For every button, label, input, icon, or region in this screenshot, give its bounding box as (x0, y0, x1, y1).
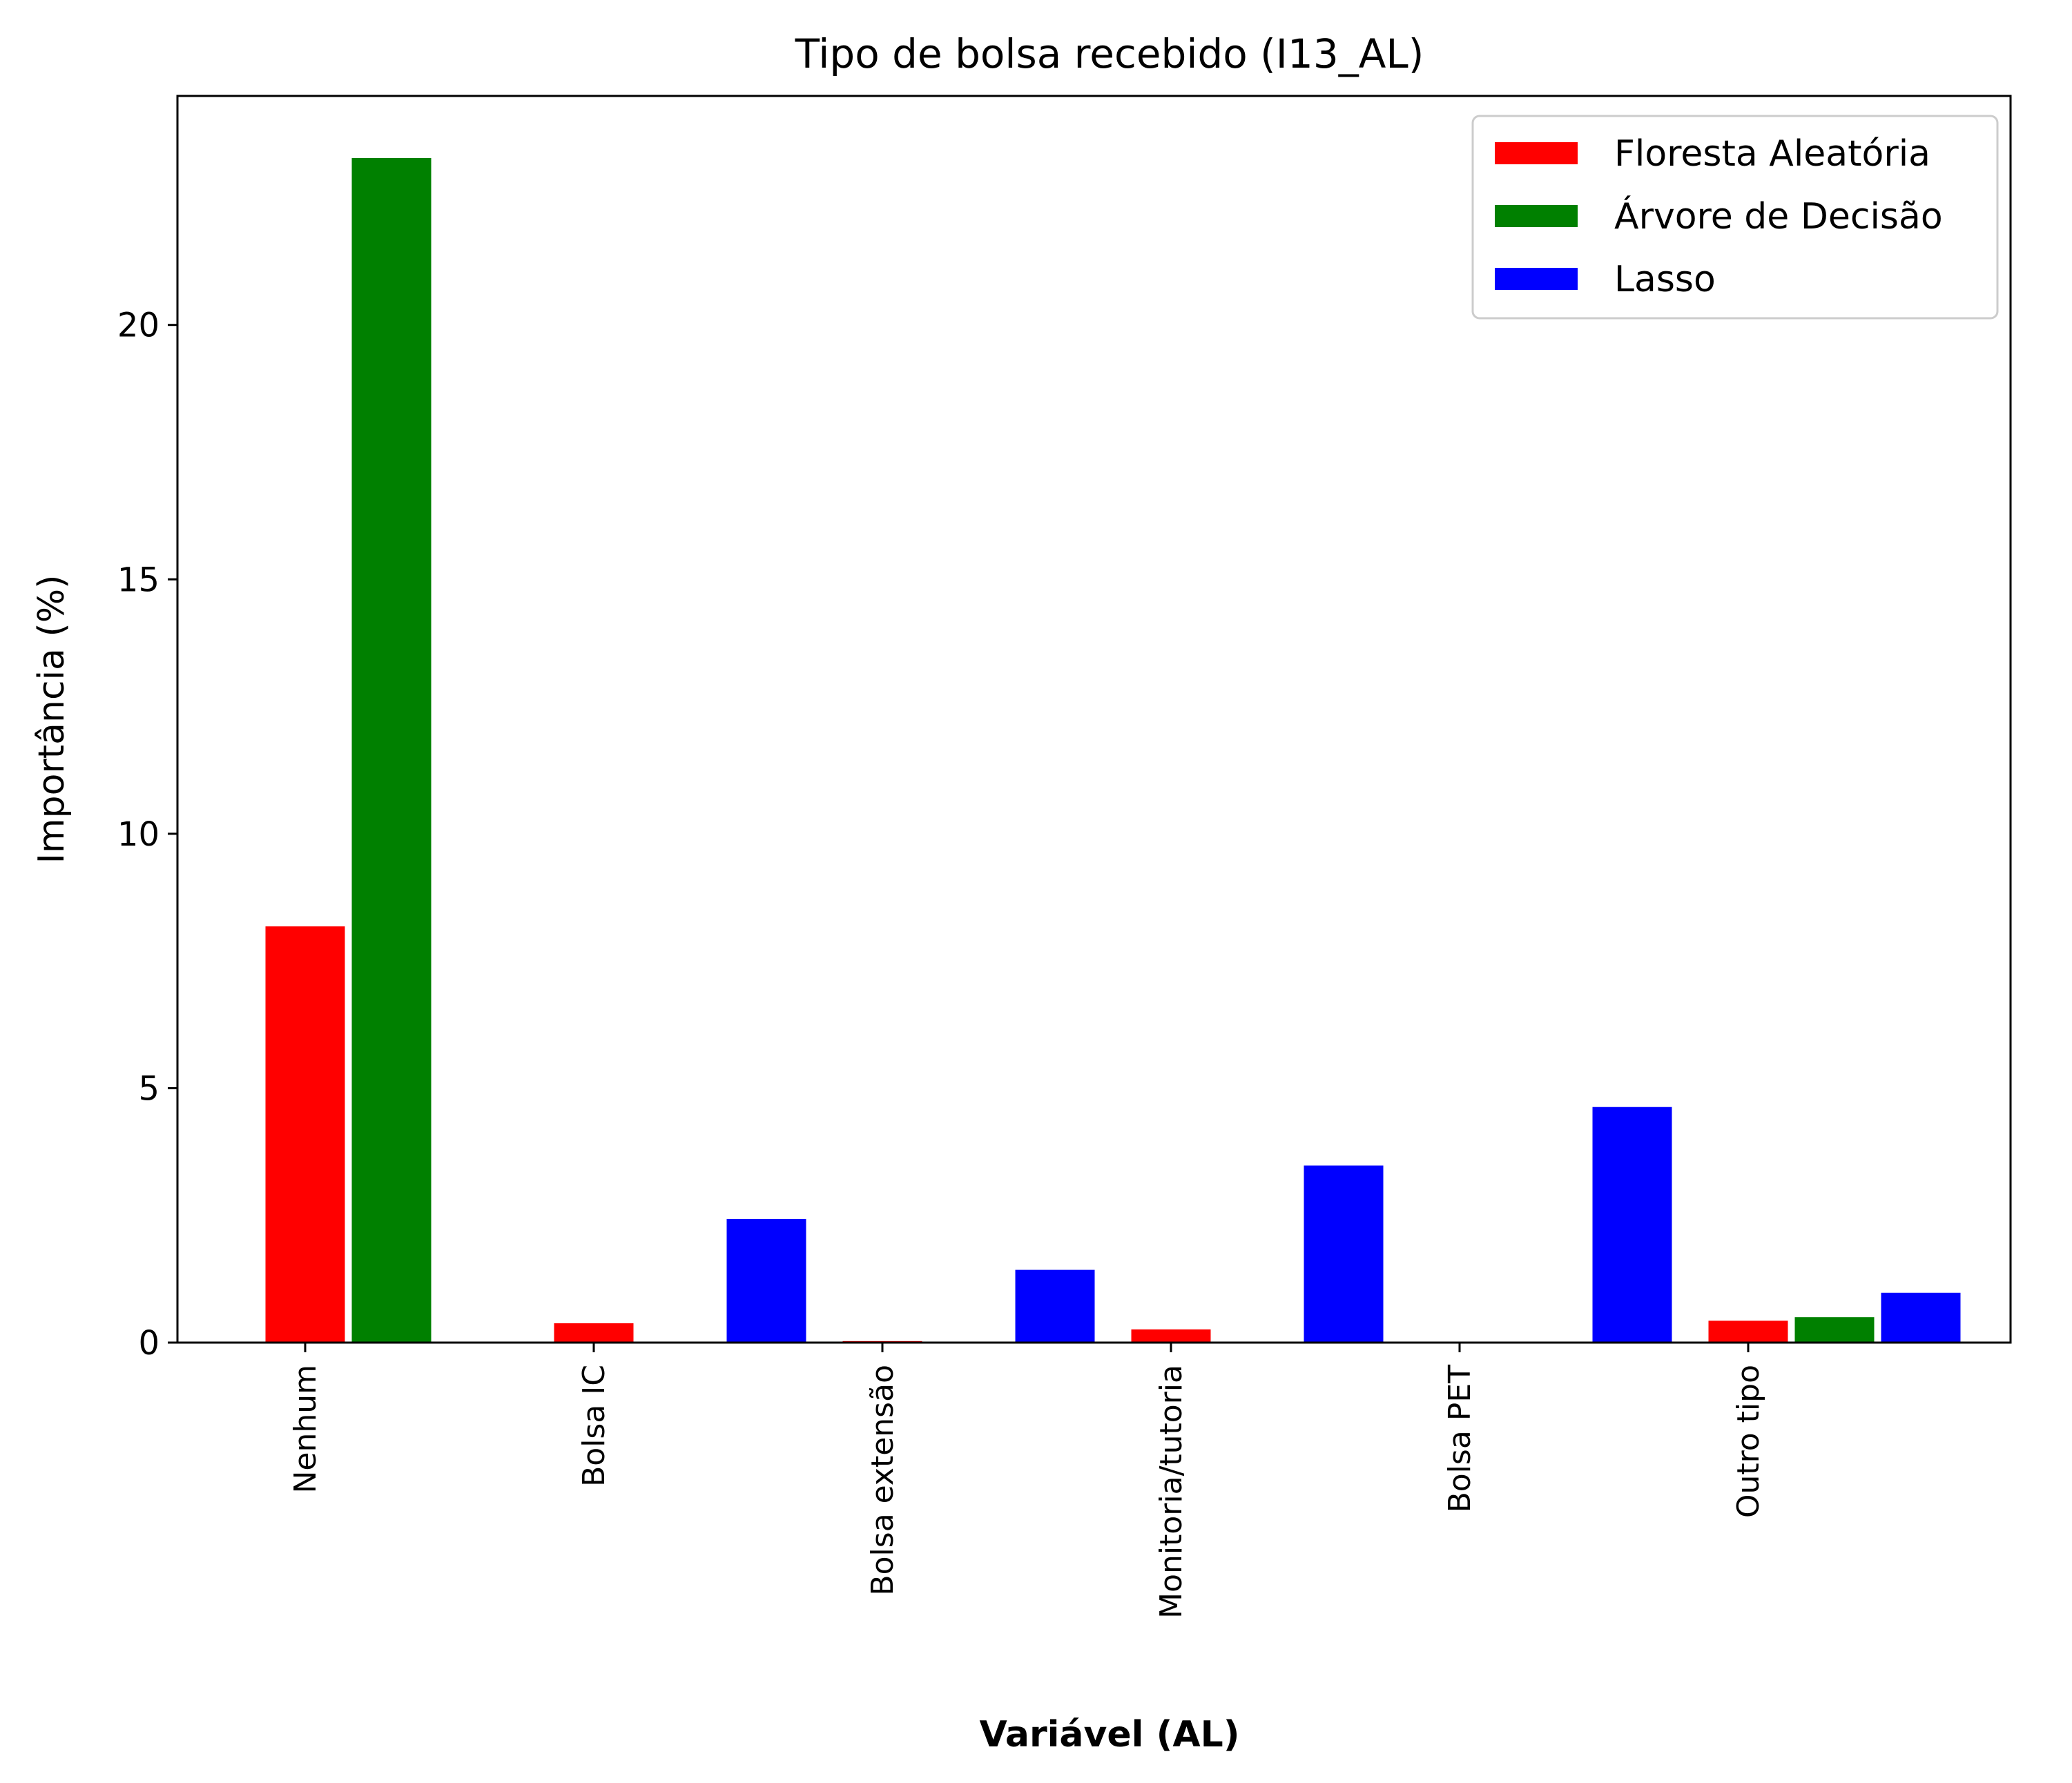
bar-0-1 (552, 1321, 636, 1344)
bar-1-5 (1792, 1315, 1877, 1344)
y-tick-label: 20 (117, 306, 159, 345)
y-axis-ticks: 0 5 10 15 20 (117, 306, 177, 1363)
x-tick-label: Bolsa PET (1442, 1365, 1478, 1513)
legend-frame (1471, 115, 1999, 320)
bar-0-5 (1706, 1318, 1790, 1344)
y-axis-label: Importância (%) (31, 575, 72, 864)
bar-2-4 (1590, 1104, 1674, 1344)
x-tick-label: Monitoria/tutoria (1154, 1365, 1189, 1619)
plot-frame (176, 95, 2012, 1344)
x-tick-label: Bolsa extensão (865, 1365, 900, 1596)
x-tick-label: Bolsa IC (577, 1365, 612, 1487)
legend-label: Árvore de Decisão (1614, 195, 1943, 237)
bar-2-1 (724, 1216, 809, 1344)
legend-swatch (1495, 268, 1578, 290)
legend-label: Lasso (1614, 259, 1716, 300)
bar-0-3 (1129, 1327, 1213, 1344)
bar-0-0 (263, 924, 347, 1344)
chart-title: Tipo de bolsa recebido (I13_AL) (795, 30, 1424, 77)
y-tick-label: 15 (117, 561, 159, 599)
y-tick-label: 10 (117, 815, 159, 854)
bar-2-5 (1879, 1290, 1963, 1344)
bar-1-0 (349, 155, 434, 1344)
legend-swatch (1495, 205, 1578, 227)
bar-2-2 (1013, 1267, 1097, 1344)
x-axis-label: Variável (AL) (979, 1714, 1239, 1755)
x-tick-label: Nenhum (288, 1365, 323, 1494)
legend: Floresta Aleatória Árvore de Decisão Lasso (1471, 115, 1999, 320)
legend-swatch (1495, 142, 1578, 164)
x-axis-ticks: Nenhum Bolsa IC Bolsa extensão Monitoria/tu… (288, 1343, 1766, 1619)
legend-label: Floresta Aleatória (1614, 133, 1930, 175)
bar-2-3 (1301, 1163, 1386, 1344)
x-tick-label: Outro tipo (1731, 1365, 1766, 1518)
bars-group (263, 155, 1963, 1344)
y-tick-label: 5 (138, 1069, 159, 1108)
y-tick-label: 0 (138, 1324, 159, 1363)
